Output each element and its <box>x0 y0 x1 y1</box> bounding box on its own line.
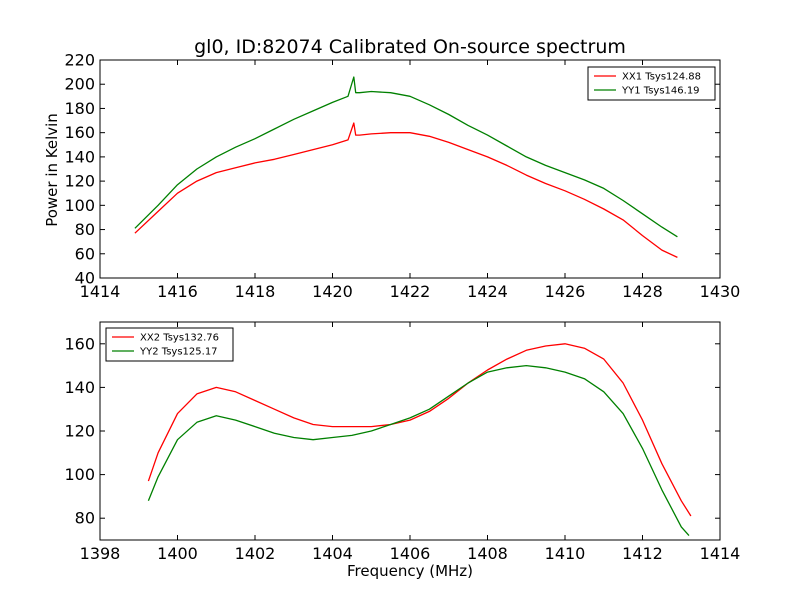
y-tick-label: 220 <box>64 51 95 70</box>
y-tick-label: 140 <box>64 378 95 397</box>
legend-entry: YY1 Tsys146.19 <box>621 86 700 97</box>
x-tick-label: 1404 <box>312 544 353 563</box>
legend-box <box>587 66 716 101</box>
x-tick-label: 1410 <box>545 544 586 563</box>
x-tick-label: 1424 <box>467 282 508 301</box>
y-tick-label: 80 <box>75 220 95 239</box>
y-tick-label: 160 <box>64 123 95 142</box>
x-tick-label: 1430 <box>700 282 741 301</box>
x-tick-label: 1428 <box>622 282 663 301</box>
x-tick-label: 1402 <box>235 544 276 563</box>
x-tick-label: 1408 <box>467 544 508 563</box>
x-tick-label: 1420 <box>312 282 353 301</box>
y-tick-label: 100 <box>64 465 95 484</box>
y-axis-label-top: Power in Kelvin <box>43 113 61 227</box>
chart-title: gl0, ID:82074 Calibrated On-source spect… <box>194 36 626 58</box>
legend-entry: XX1 Tsys124.88 <box>622 72 701 83</box>
y-tick-label: 100 <box>64 196 95 215</box>
x-axis-label-bottom: Frequency (MHz) <box>347 562 473 580</box>
y-tick-label: 40 <box>75 269 95 288</box>
legend-box <box>105 327 234 362</box>
x-tick-label: 1406 <box>390 544 431 563</box>
series-line-0-0 <box>134 122 678 258</box>
y-tick-label: 160 <box>64 334 95 353</box>
legend-entry: YY2 Tsys125.17 <box>139 347 218 358</box>
legend: XX1 Tsys124.88 YY1 Tsys146.19 <box>587 66 716 101</box>
series-line-1-1 <box>147 364 690 537</box>
y-tick-label: 80 <box>75 509 95 528</box>
y-tick-label: 200 <box>64 75 95 94</box>
y-tick-label: 60 <box>75 244 95 263</box>
y-tick-label: 140 <box>64 147 95 166</box>
x-tick-label: 1412 <box>622 544 663 563</box>
x-tick-label: 1422 <box>390 282 431 301</box>
legend: XX2 Tsys132.76 YY2 Tsys125.17 <box>105 327 234 362</box>
x-tick-label: 1414 <box>700 544 741 563</box>
x-tick-label: 1426 <box>545 282 586 301</box>
series-line-1-0 <box>147 343 692 517</box>
y-tick-label: 120 <box>64 422 95 441</box>
x-tick-label: 1418 <box>235 282 276 301</box>
y-tick-label: 120 <box>64 172 95 191</box>
x-tick-label: 1414 <box>80 282 121 301</box>
plot-panel-top: 1414 1416 1418 1420 1422 1424 1426 1428 1430 40 60… <box>64 51 740 302</box>
x-tick-label: 1416 <box>157 282 198 301</box>
plot-panel-bottom: 1398 1400 1402 1404 1406 1408 1410 1412 1414 80 10… <box>64 321 741 563</box>
x-tick-label: 1398 <box>80 544 121 563</box>
series-line-0-1 <box>134 76 678 238</box>
y-tick-label: 180 <box>64 99 95 118</box>
x-tick-label: 1400 <box>157 544 198 563</box>
legend-entry: XX2 Tsys132.76 <box>140 333 219 344</box>
